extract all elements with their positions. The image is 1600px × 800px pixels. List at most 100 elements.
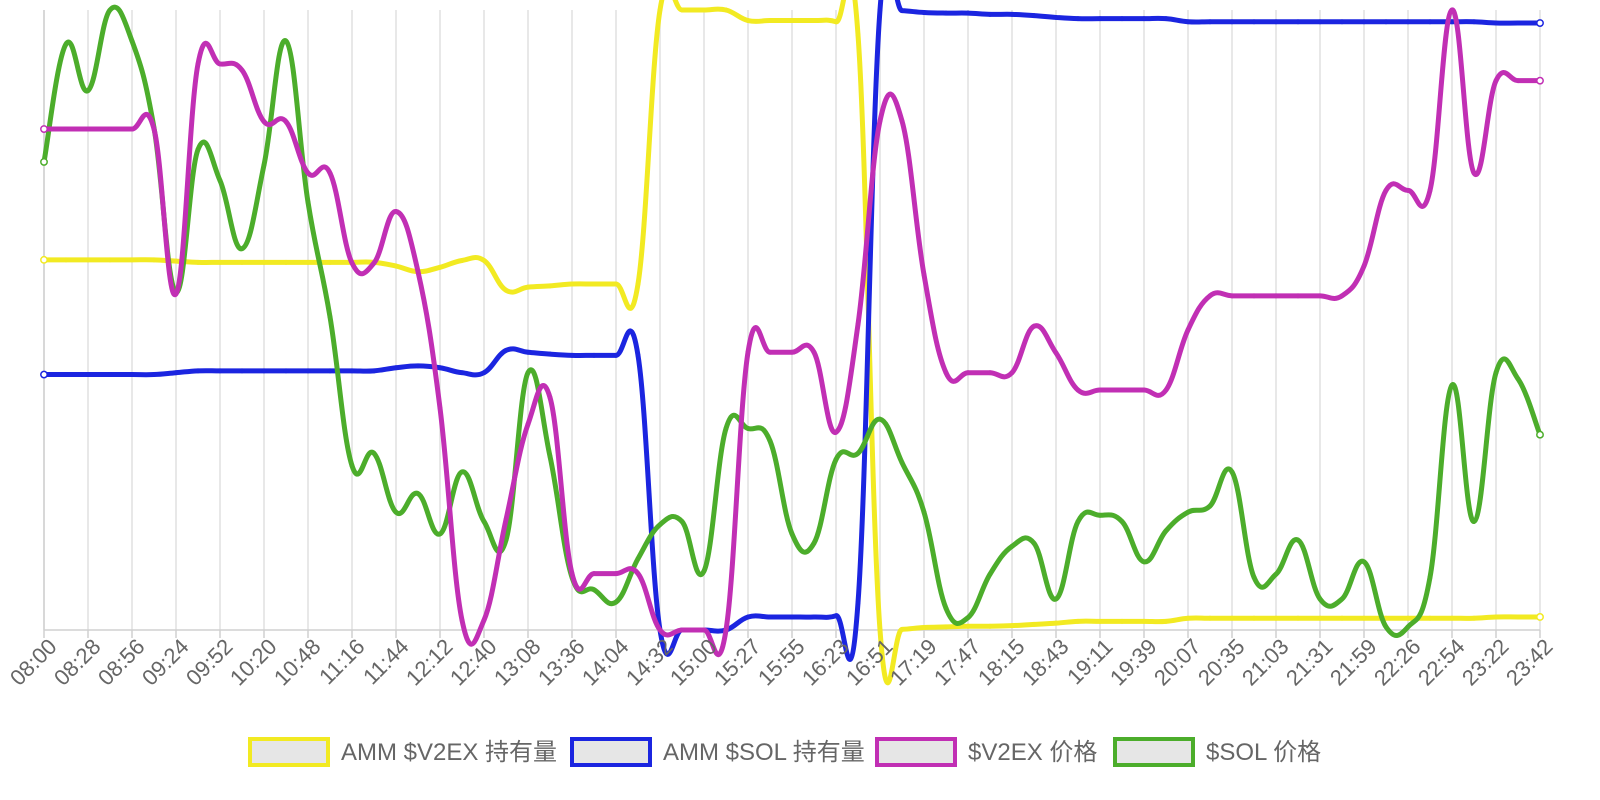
- data-point: [415, 363, 421, 369]
- data-point: [1339, 19, 1345, 25]
- data-point: [1229, 469, 1235, 475]
- data-point: [811, 18, 817, 23]
- legend: AMM $V2EX 持有量 AMM $SOL 持有量 $V2EX 价格 $SOL 价格: [248, 737, 1321, 767]
- data-point: [1427, 574, 1433, 580]
- data-point: [1295, 293, 1301, 299]
- x-tick-label: 22:54: [1413, 634, 1470, 691]
- data-point: [107, 257, 113, 263]
- data-point: [63, 372, 69, 378]
- x-tick-label: 08:00: [5, 634, 62, 691]
- data-point: [1295, 615, 1301, 621]
- data-point: [1471, 615, 1477, 621]
- data-point: [1493, 20, 1499, 26]
- legend-label: AMM $SOL 持有量: [663, 739, 865, 766]
- data-point: [987, 11, 993, 17]
- data-point: [899, 460, 905, 466]
- data-point: [1163, 387, 1169, 393]
- data-point: [151, 257, 157, 263]
- data-point: [481, 519, 487, 524]
- data-point: [701, 7, 707, 13]
- data-point: [1317, 19, 1323, 25]
- data-point: [943, 370, 949, 376]
- data-point: [855, 321, 861, 327]
- data-point: [943, 605, 949, 611]
- data-point: [1273, 615, 1279, 621]
- data-point: [591, 352, 597, 358]
- data-point: [283, 368, 289, 374]
- data-point: [965, 370, 971, 376]
- data-point: [1229, 19, 1235, 25]
- data-point: [767, 18, 773, 23]
- data-point: [195, 368, 201, 374]
- legend-item[interactable]: $SOL 价格: [1113, 737, 1321, 767]
- data-point: [1031, 323, 1037, 329]
- series-3: [40, 4, 1544, 638]
- data-point: [85, 372, 91, 378]
- data-point: [1515, 614, 1521, 620]
- series-lines: [40, 0, 1544, 686]
- data-point: [921, 509, 927, 515]
- data-point: [833, 613, 839, 619]
- data-point: [723, 426, 729, 431]
- data-point: [305, 259, 311, 265]
- legend-item[interactable]: AMM $V2EX 持有量: [248, 737, 557, 767]
- data-point: [173, 258, 179, 264]
- data-point: [1009, 543, 1015, 549]
- data-point: [1536, 76, 1544, 85]
- data-point: [921, 625, 927, 630]
- data-point: [855, 32, 861, 38]
- data-point: [1075, 618, 1081, 624]
- data-point: [877, 416, 883, 422]
- x-tick-label: 19:11: [1062, 634, 1117, 689]
- data-point: [1185, 509, 1191, 515]
- data-point: [327, 170, 333, 176]
- data-point: [1383, 187, 1389, 193]
- data-point: [1207, 615, 1213, 621]
- data-point: [1317, 293, 1323, 299]
- data-point: [1405, 624, 1411, 630]
- data-point: [1339, 596, 1345, 602]
- data-point: [525, 284, 531, 290]
- data-point: [327, 368, 333, 374]
- x-tick-label: 12:12: [401, 634, 458, 691]
- axes: [43, 10, 1541, 638]
- data-point: [1053, 14, 1059, 20]
- x-tick-label: 18:15: [973, 634, 1030, 691]
- x-tick-label: 23:42: [1501, 634, 1558, 691]
- data-point: [1383, 19, 1389, 25]
- data-point: [481, 370, 487, 376]
- data-point: [1031, 621, 1037, 627]
- legend-swatch: [875, 737, 957, 767]
- data-point: [1163, 16, 1169, 22]
- data-point: [349, 463, 355, 469]
- data-point: [1009, 623, 1015, 629]
- data-point: [1361, 615, 1367, 621]
- legend-item[interactable]: AMM $SOL 持有量: [570, 737, 865, 767]
- data-point: [107, 126, 113, 132]
- legend-item[interactable]: $V2EX 价格: [875, 737, 1097, 767]
- data-point: [789, 531, 795, 537]
- data-point: [657, 7, 663, 13]
- data-point: [745, 349, 751, 355]
- data-point: [877, 627, 883, 633]
- data-point: [635, 281, 641, 287]
- data-point: [437, 531, 443, 537]
- x-tick-label: 20:35: [1193, 634, 1250, 691]
- legend-label: $SOL 价格: [1206, 739, 1321, 766]
- data-point: [1493, 78, 1499, 84]
- data-point: [1163, 618, 1169, 624]
- x-tick-label: 15:55: [753, 634, 810, 691]
- data-point: [1119, 387, 1125, 393]
- data-point: [305, 199, 311, 205]
- data-point: [635, 352, 641, 358]
- data-point: [1053, 350, 1059, 356]
- data-point: [613, 281, 619, 287]
- data-point: [1119, 16, 1125, 22]
- data-point: [459, 258, 465, 263]
- data-point: [393, 365, 399, 371]
- data-point: [1361, 559, 1367, 565]
- data-point: [1317, 596, 1323, 602]
- data-point: [1449, 7, 1455, 13]
- data-point: [789, 349, 795, 355]
